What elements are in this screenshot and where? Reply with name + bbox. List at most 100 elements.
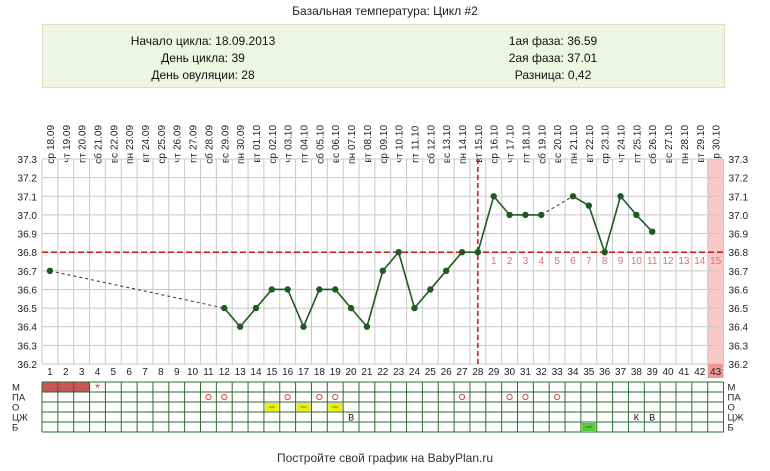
day-number: 15 xyxy=(266,367,278,378)
temp-point xyxy=(252,304,260,312)
post-ovulation-number: 13 xyxy=(678,256,690,267)
date-label: 25.10 xyxy=(632,125,643,150)
chart-title: Базальная температура: Цикл #2 xyxy=(292,4,478,18)
weekday-label: вс xyxy=(553,153,564,163)
date-label: 23.10 xyxy=(601,125,612,150)
y-tick-right: 37.3 xyxy=(729,155,749,166)
weekday-label: сб xyxy=(203,153,215,164)
date-label: 24.10 xyxy=(617,125,628,150)
weekday-label: пн xyxy=(125,153,136,164)
date-label: 25.09 xyxy=(157,125,168,150)
date-label: 19.09 xyxy=(62,125,73,150)
post-ovulation-number: 2 xyxy=(507,256,513,267)
weekday-label: сб xyxy=(536,153,548,164)
weekday-label: чт xyxy=(617,153,628,163)
series-segment xyxy=(493,195,511,216)
y-tick-right: 36.2 xyxy=(729,360,749,371)
date-label: 06.10 xyxy=(331,125,342,150)
weekday-label: ср xyxy=(268,153,279,164)
day-number: 39 xyxy=(647,367,659,378)
series-segment xyxy=(588,205,606,253)
y-tick-right: 36.6 xyxy=(729,285,749,296)
post-ovulation-number: 10 xyxy=(631,256,643,267)
weekday-label: чт xyxy=(284,153,295,163)
post-ovulation-number: 3 xyxy=(523,256,529,267)
series-segment xyxy=(603,196,622,253)
temp-point xyxy=(490,193,497,200)
date-label: 27.09 xyxy=(189,125,200,150)
y-tick-right: 37.2 xyxy=(729,174,749,185)
cycle-info-left: Начало цикла: 18.09.2013 День цикла: 39 … xyxy=(103,33,303,84)
intercourse-mark xyxy=(221,393,228,401)
day-number: 31 xyxy=(520,367,532,378)
day-number: 28 xyxy=(472,367,484,378)
date-label: 28.10 xyxy=(680,125,691,150)
weekday-label: ср xyxy=(490,153,501,164)
date-label: 30.10 xyxy=(712,125,723,150)
day-number: 20 xyxy=(346,367,358,378)
post-ovulation-number: 9 xyxy=(618,256,624,267)
temp-point xyxy=(585,202,593,209)
post-ovulation-number: 1 xyxy=(491,256,497,267)
day-number: 40 xyxy=(663,367,675,378)
weekday-label: ср xyxy=(46,153,57,164)
weekday-label: пн xyxy=(458,153,469,164)
day-number: 4 xyxy=(95,367,101,378)
temp-point xyxy=(474,248,482,256)
temp-point xyxy=(379,267,386,275)
date-label: 19.10 xyxy=(537,125,548,150)
date-label: 26.09 xyxy=(173,125,184,150)
day-number: 34 xyxy=(567,367,579,378)
menstruation-mark xyxy=(42,382,58,392)
day-number: 6 xyxy=(126,367,132,378)
cycle-info-right: 1ая фаза: 36.59 2ая фаза: 37.01 Разница:… xyxy=(443,33,663,84)
post-ovulation-number: 5 xyxy=(554,256,560,267)
date-label: 21.10 xyxy=(569,125,580,150)
day-number: 36 xyxy=(599,367,611,378)
temp-point xyxy=(617,193,624,200)
weekday-label: вт xyxy=(252,153,263,163)
y-tick-right: 37.1 xyxy=(729,192,749,203)
post-ovulation-number: 4 xyxy=(538,256,544,267)
day-number: 3 xyxy=(79,367,85,378)
weekday-label: вс xyxy=(442,153,453,163)
temp-point xyxy=(236,323,244,330)
series-segment xyxy=(239,307,257,328)
day-number: 42 xyxy=(694,367,706,378)
post-ovulation-numbers: 1 2 3 4 5 6 7 8 9 10 11 12 13 14 15 xyxy=(491,256,722,267)
moon-icon xyxy=(267,163,275,177)
date-label: 21.09 xyxy=(93,125,104,150)
day-number: 32 xyxy=(536,367,548,378)
temp-point xyxy=(442,267,450,275)
weekday-label: пт xyxy=(78,153,89,163)
date-label: 05.10 xyxy=(315,125,326,150)
temp-point xyxy=(284,286,291,293)
weekday-label: пн xyxy=(347,153,358,164)
observation-rows: М М*ПА ПАО ОЦЖ ЦЖВ К ВБ Б xyxy=(12,381,744,434)
weekday-label: сб xyxy=(425,153,437,164)
y-tick-right: 36.8 xyxy=(729,248,749,259)
intercourse-mark xyxy=(554,393,561,401)
phase-1-average: 1ая фаза: 36.59 xyxy=(508,34,598,48)
current-day-band xyxy=(707,159,724,364)
day-number: 27 xyxy=(456,367,468,378)
date-label: 30.09 xyxy=(236,125,247,150)
temp-point xyxy=(458,248,466,256)
date-label: 08.10 xyxy=(363,125,374,150)
intercourse-mark xyxy=(316,393,323,401)
date-label: 04.10 xyxy=(300,125,311,150)
day-number: 38 xyxy=(631,367,643,378)
date-label: 02.10 xyxy=(268,125,279,150)
series-segment xyxy=(619,195,637,216)
row-label-left: М xyxy=(12,383,20,394)
weekday-label: пт xyxy=(189,153,200,163)
y-tick-left: 36.6 xyxy=(18,285,38,296)
post-ovulation-number: 12 xyxy=(663,256,675,267)
date-label: 12.10 xyxy=(426,125,437,150)
footer-link[interactable]: Постройте свой график на BabyPlan.ru xyxy=(276,451,494,465)
temp-point xyxy=(395,248,402,256)
weekday-label: пн xyxy=(569,153,580,164)
date-label: 16.10 xyxy=(490,125,501,150)
series-segment xyxy=(413,288,431,309)
date-label: 01.10 xyxy=(252,125,263,150)
